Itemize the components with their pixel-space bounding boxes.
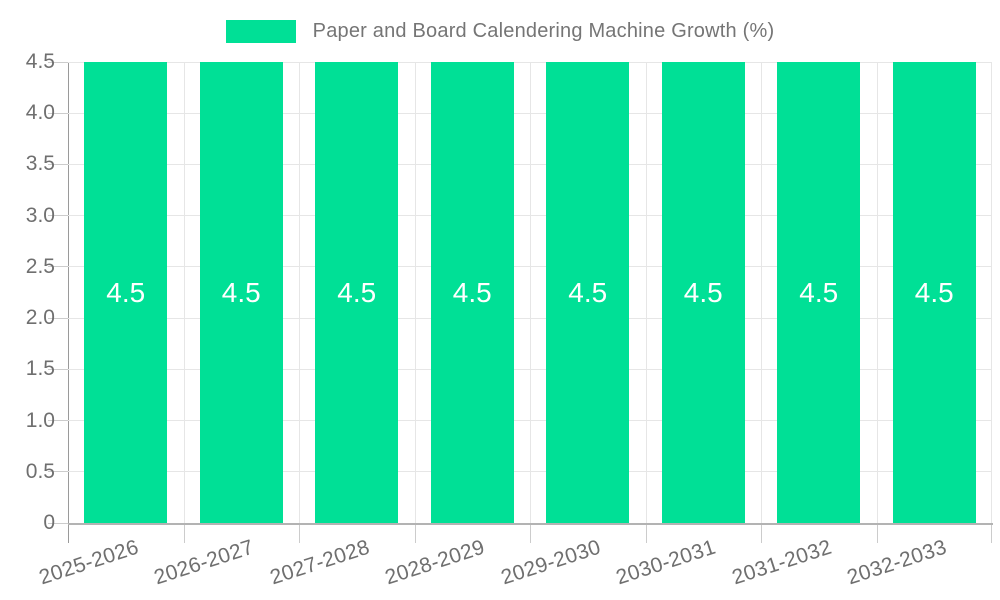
bar-value-label: 4.5 [452,276,492,308]
plot-area: 4.5 4.5 4.5 4.5 4.5 4.5 4.5 4.5 [48,61,993,543]
x-tick-mark [530,525,531,543]
bar[interactable]: 4.5 [430,62,514,523]
y-axis-line [68,62,69,543]
bar[interactable]: 4.5 [315,62,399,523]
x-axis-line [68,523,993,525]
bar-value-label: 4.5 [568,276,608,308]
bar[interactable]: 4.5 [892,62,976,523]
x-tick-mark [184,525,185,543]
gridline-vertical [530,62,531,523]
y-tick-label: 3.5 [25,152,55,176]
y-tick-label: 4.5 [25,50,55,73]
gridline-vertical [877,62,878,523]
bar[interactable]: 4.5 [777,62,861,523]
y-tick-label: 0 [43,511,55,534]
bar-value-label: 4.5 [106,276,146,308]
y-tick-mark [48,420,68,422]
x-tick-mark [68,525,69,543]
y-tick-mark [48,317,68,319]
y-tick-label: 2.5 [25,254,55,278]
x-tick-mark [991,525,992,543]
gridline-vertical [761,62,762,523]
bar-value-label: 4.5 [683,276,723,308]
x-tick-label: 2027-2028 [266,535,373,590]
bar-value-label: 4.5 [799,276,839,308]
x-tick-mark [877,525,878,543]
legend[interactable]: Paper and Board Calendering Machine Grow… [0,14,1000,48]
legend-label: Paper and Board Calendering Machine Grow… [312,19,775,42]
bar[interactable]: 4.5 [661,62,745,523]
gridline-vertical [184,62,185,523]
y-tick-mark [48,163,68,165]
x-tick-label: 2028-2029 [382,535,488,590]
x-tick-mark [646,525,647,543]
y-tick-label: 3.0 [25,203,55,227]
legend-swatch-icon [225,19,296,43]
x-tick-mark [299,525,300,543]
x-tick-label: 2031-2032 [728,535,835,590]
y-tick-mark [48,112,68,114]
x-tick-label: 2026-2027 [151,535,257,590]
y-tick-label: 4.0 [25,101,55,125]
y-tick-mark [48,266,68,268]
x-tick-label: 2032-2033 [844,535,950,590]
bar[interactable]: 4.5 [84,62,168,523]
x-tick-label: 2029-2030 [497,535,604,590]
y-tick-label: 2.0 [25,306,55,330]
gridline-vertical [991,62,992,523]
x-tick-label: 2025-2026 [35,535,142,590]
gridline-vertical [646,62,647,523]
bar-value-label: 4.5 [221,276,261,308]
y-tick-label: 1.5 [25,357,55,381]
y-tick-mark [48,61,68,63]
y-tick-mark [48,215,68,217]
y-tick-mark [48,368,68,370]
y-tick-label: 1.0 [25,408,55,432]
x-tick-mark [761,525,762,543]
gridline-vertical [299,62,300,523]
bar-value-label: 4.5 [914,276,954,308]
y-tick-label: 0.5 [25,459,55,483]
x-tick-label: 2030-2031 [613,535,719,590]
gridline-vertical [415,62,416,523]
bar[interactable]: 4.5 [546,62,630,523]
y-tick-mark [48,522,68,524]
bar-value-label: 4.5 [337,276,377,308]
bar[interactable]: 4.5 [199,62,283,523]
y-tick-mark [48,471,68,473]
x-tick-mark [415,525,416,543]
